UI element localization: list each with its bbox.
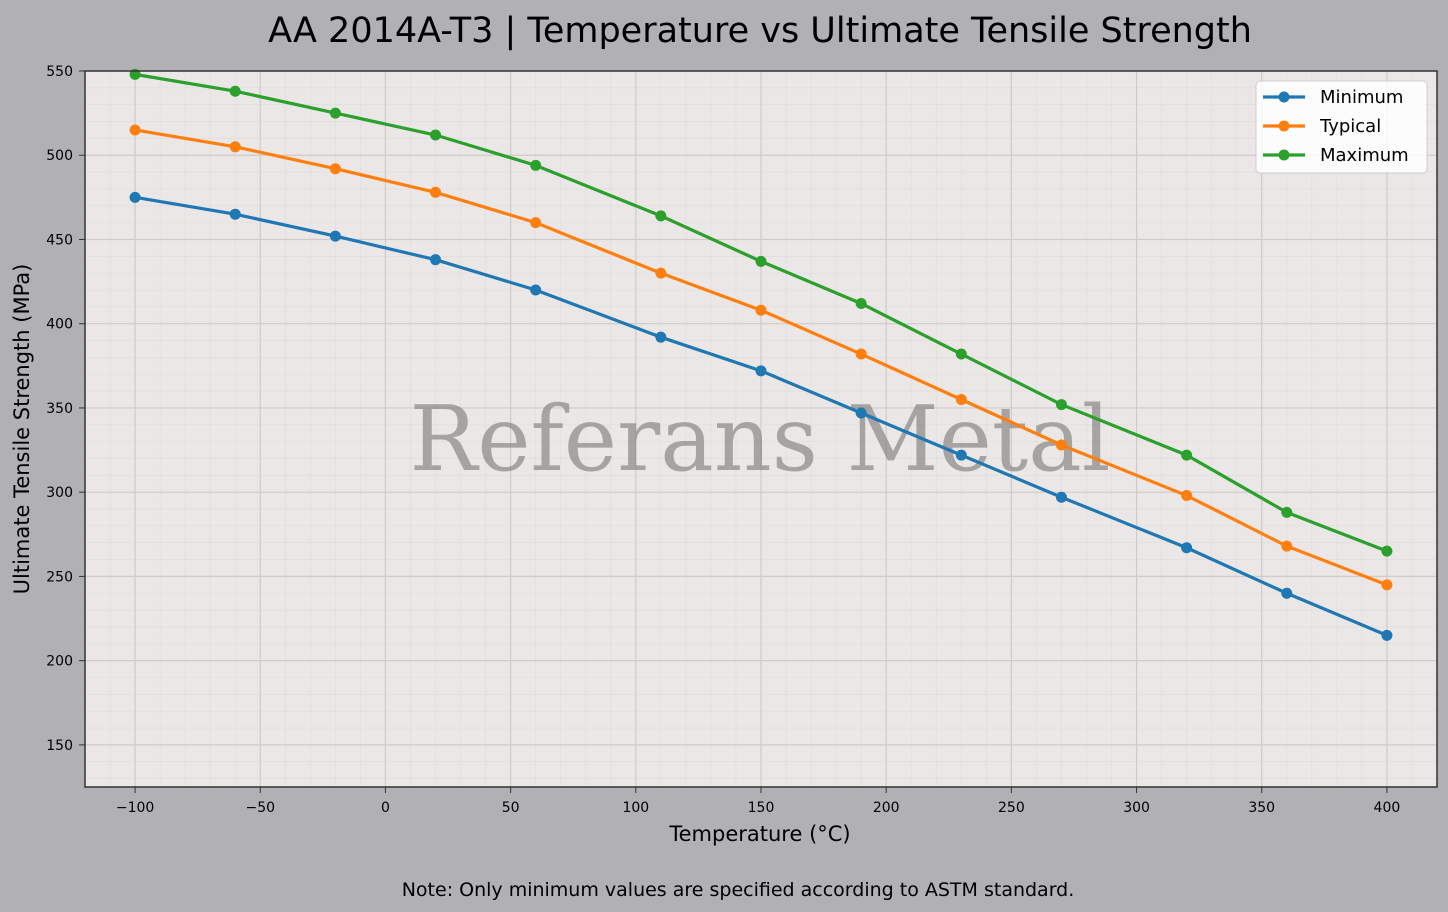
data-point-typical <box>1281 540 1293 552</box>
grid <box>84 70 1438 787</box>
data-point-maximum <box>329 107 341 119</box>
data-point-minimum <box>329 230 341 242</box>
x-tick-label: 50 <box>502 800 520 816</box>
data-point-maximum <box>1281 506 1293 518</box>
data-point-typical <box>955 394 967 406</box>
data-point-maximum <box>955 348 967 360</box>
data-point-minimum <box>229 208 241 220</box>
series-lines <box>129 68 1393 641</box>
data-point-minimum <box>855 407 867 419</box>
data-point-typical <box>430 186 442 198</box>
legend-label-maximum: Maximum <box>1320 145 1409 166</box>
legend-marker-minimum <box>1278 91 1290 103</box>
data-point-typical <box>1055 439 1067 451</box>
data-point-typical <box>1381 579 1393 591</box>
y-tick-label: 500 <box>46 148 73 164</box>
legend-label-typical: Typical <box>1319 116 1381 137</box>
watermark: Referans Metal <box>409 387 1110 492</box>
y-tick-label: 400 <box>46 317 73 333</box>
x-tick-label: 150 <box>748 800 775 816</box>
data-point-typical <box>229 141 241 153</box>
data-point-maximum <box>855 297 867 309</box>
data-point-maximum <box>1181 449 1193 461</box>
data-point-minimum <box>1181 542 1193 554</box>
x-tick-label: 400 <box>1374 800 1401 816</box>
data-point-maximum <box>229 85 241 97</box>
y-tick-label: 250 <box>46 569 73 585</box>
legend: Minimum Typical Maximum <box>1255 80 1428 174</box>
x-tick-label: 100 <box>622 800 649 816</box>
x-tick-label: 0 <box>381 800 390 816</box>
data-point-maximum <box>530 159 542 171</box>
data-point-minimum <box>1055 491 1067 503</box>
data-point-maximum <box>1055 399 1067 411</box>
legend-box <box>1255 80 1428 174</box>
data-point-maximum <box>430 129 442 141</box>
data-point-minimum <box>655 331 667 343</box>
data-point-typical <box>1181 490 1193 502</box>
x-tick-label: 250 <box>998 800 1025 816</box>
data-point-maximum <box>1381 545 1393 557</box>
x-tick-label: −100 <box>116 800 154 816</box>
x-axis-label: Temperature (°C) <box>668 822 850 846</box>
data-point-maximum <box>755 255 767 267</box>
x-tick-label: 350 <box>1248 800 1275 816</box>
y-tick-label: 150 <box>46 738 73 754</box>
legend-marker-maximum <box>1278 149 1290 161</box>
data-point-typical <box>129 124 141 136</box>
y-tick-label: 300 <box>46 485 73 501</box>
data-point-typical <box>329 163 341 175</box>
data-point-minimum <box>129 191 141 203</box>
data-point-typical <box>755 304 767 316</box>
data-point-minimum <box>1281 587 1293 599</box>
data-point-typical <box>655 267 667 279</box>
x-tick-label: 200 <box>873 800 900 816</box>
data-point-minimum <box>955 449 967 461</box>
legend-marker-typical <box>1278 120 1290 132</box>
y-tick-label: 350 <box>46 401 73 417</box>
x-tick-label: 300 <box>1123 800 1150 816</box>
data-point-minimum <box>530 284 542 296</box>
data-point-minimum <box>755 365 767 377</box>
x-tick-label: −50 <box>245 800 275 816</box>
data-point-minimum <box>1381 629 1393 641</box>
y-tick-label: 450 <box>46 232 73 248</box>
legend-label-minimum: Minimum <box>1320 87 1403 108</box>
data-point-typical <box>530 217 542 229</box>
y-tick-label: 200 <box>46 654 73 670</box>
ticks: −100 −50 0 50 100 150 200 250 300 350 400 150 200 250… <box>46 64 1400 816</box>
y-tick-label: 550 <box>46 64 73 80</box>
footnote: Note: Only minimum values are specified … <box>402 879 1075 901</box>
y-axis-label: Ultimate Tensile Strength (MPa) <box>10 264 34 595</box>
data-point-maximum <box>655 210 667 222</box>
chart-title: AA 2014A-T3 | Temperature vs Ultimate Te… <box>268 11 1252 51</box>
data-point-minimum <box>430 254 442 266</box>
data-point-typical <box>855 348 867 360</box>
